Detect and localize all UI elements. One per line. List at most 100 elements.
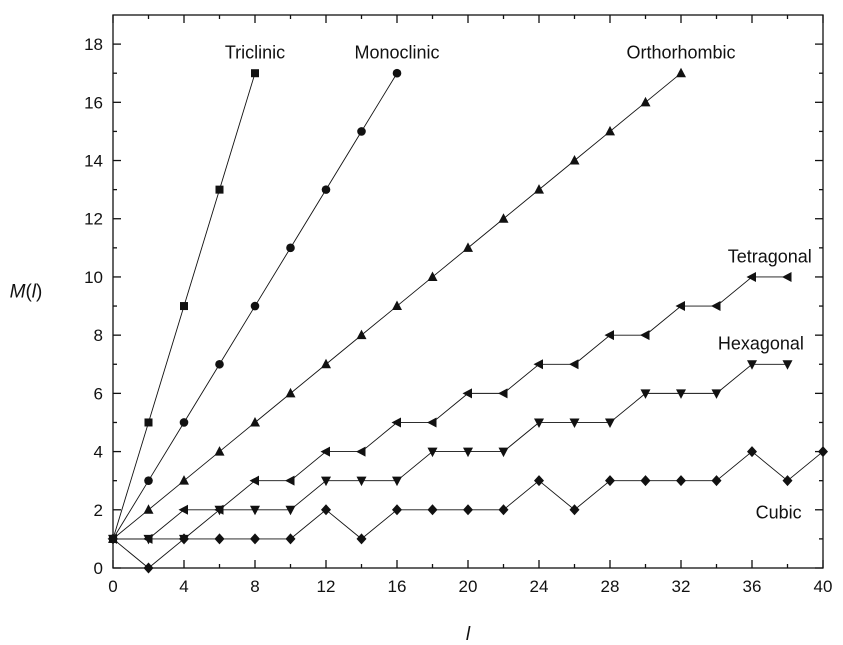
x-axis-label: l <box>466 624 471 645</box>
data-point-orthorhombic <box>179 475 189 485</box>
series-orthorhombic <box>108 67 686 543</box>
data-point-hexagonal <box>356 476 367 487</box>
data-point-hexagonal <box>747 360 757 370</box>
y-tick-label: 12 <box>84 210 103 229</box>
x-tick-label: 36 <box>743 577 762 596</box>
x-tick-label: 0 <box>108 577 117 596</box>
series-line-tetragonal <box>113 276 788 540</box>
series-layer <box>107 67 828 574</box>
data-point-hexagonal <box>427 447 438 458</box>
data-point-tetragonal <box>356 446 366 457</box>
data-point-tetragonal <box>427 417 437 428</box>
data-point-hexagonal <box>676 389 686 399</box>
data-point-monoclinic <box>250 301 260 311</box>
y-tick-label: 14 <box>84 152 103 171</box>
data-point-tetragonal <box>249 475 259 486</box>
data-point-monoclinic <box>392 68 402 78</box>
series-label-cubic: Cubic <box>756 503 802 523</box>
data-point-hexagonal <box>214 505 225 516</box>
data-point-tetragonal <box>391 417 401 428</box>
y-tick-label: 10 <box>84 268 103 287</box>
data-point-triclinic <box>144 418 153 427</box>
data-point-orthorhombic <box>321 358 331 369</box>
data-point-tetragonal <box>320 446 330 457</box>
data-point-cubic <box>143 562 154 574</box>
data-point-cubic <box>818 446 828 458</box>
data-point-tetragonal <box>569 359 579 370</box>
series-label-triclinic: Triclinic <box>225 43 285 63</box>
data-point-monoclinic <box>357 127 366 136</box>
y-tick-label: 8 <box>94 326 103 345</box>
data-point-orthorhombic <box>534 184 544 194</box>
data-point-cubic <box>356 533 367 545</box>
data-point-cubic <box>747 446 757 458</box>
data-point-triclinic <box>251 69 259 78</box>
y-axis-label: M(l) <box>10 281 43 302</box>
data-point-cubic <box>285 533 296 545</box>
data-point-cubic <box>569 504 580 516</box>
data-point-orthorhombic <box>640 96 651 107</box>
series-tetragonal <box>107 271 792 544</box>
series-hexagonal <box>108 360 793 545</box>
data-point-monoclinic <box>215 359 224 369</box>
data-point-monoclinic <box>144 476 153 485</box>
data-point-cubic <box>392 504 402 516</box>
series-label-hexagonal: Hexagonal <box>718 334 804 354</box>
x-tick-label: 16 <box>388 577 407 596</box>
series-cubic <box>108 446 828 574</box>
x-tick-label: 32 <box>672 577 691 596</box>
data-point-orthorhombic <box>605 125 615 136</box>
data-point-cubic <box>498 504 509 516</box>
data-point-tetragonal <box>285 475 295 486</box>
series-label-tetragonal: Tetragonal <box>728 246 812 266</box>
data-point-tetragonal <box>711 301 721 312</box>
data-point-tetragonal <box>178 504 188 515</box>
data-point-tetragonal <box>604 330 614 341</box>
data-point-cubic <box>676 475 686 487</box>
data-point-hexagonal <box>534 418 544 428</box>
series-label-orthorhombic: Orthorhombic <box>626 43 735 63</box>
data-point-triclinic <box>180 302 188 311</box>
data-point-hexagonal <box>640 389 651 399</box>
x-tick-label: 40 <box>814 577 833 596</box>
data-point-cubic <box>250 533 260 545</box>
data-point-cubic <box>108 533 118 545</box>
data-point-cubic <box>179 533 189 545</box>
data-point-tetragonal <box>675 301 685 312</box>
x-tick-label: 12 <box>317 577 336 596</box>
data-point-tetragonal <box>533 359 543 370</box>
data-point-cubic <box>214 533 225 545</box>
labels-layer: Triclinic Monoclinic Orthorhombic Tetragona… <box>225 43 812 523</box>
data-point-orthorhombic <box>569 155 580 165</box>
data-point-orthorhombic <box>463 242 473 252</box>
data-point-hexagonal <box>321 476 331 487</box>
data-point-hexagonal <box>711 389 722 399</box>
x-tick-label: 4 <box>179 577 188 596</box>
data-point-cubic <box>782 475 793 487</box>
data-point-monoclinic <box>179 418 189 427</box>
data-point-monoclinic <box>286 243 295 253</box>
data-point-cubic <box>711 475 722 487</box>
data-point-hexagonal <box>782 360 793 370</box>
data-point-monoclinic <box>321 185 331 194</box>
data-point-triclinic <box>215 185 224 194</box>
series-label-monoclinic: Monoclinic <box>354 43 439 63</box>
y-tick-label: 4 <box>94 443 103 462</box>
y-tick-label: 0 <box>94 559 103 578</box>
data-point-cubic <box>640 475 651 487</box>
series-line-hexagonal <box>113 363 788 540</box>
y-tick-label: 6 <box>94 384 103 403</box>
x-tick-label: 8 <box>250 577 259 596</box>
data-point-cubic <box>321 504 331 516</box>
data-point-cubic <box>605 475 615 487</box>
data-point-hexagonal <box>285 505 296 516</box>
data-point-orthorhombic <box>214 446 225 456</box>
data-point-orthorhombic <box>427 271 438 281</box>
data-point-hexagonal <box>143 534 154 545</box>
data-point-cubic <box>534 475 544 487</box>
data-point-hexagonal <box>463 447 473 458</box>
data-point-orthorhombic <box>392 300 402 311</box>
y-tick-label: 16 <box>84 93 103 112</box>
